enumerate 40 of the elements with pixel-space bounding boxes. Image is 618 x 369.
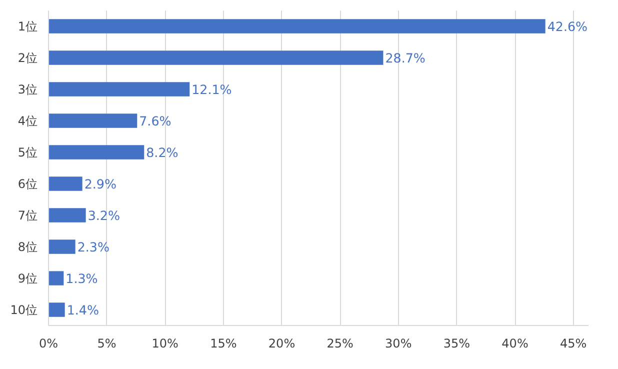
y-tick-label: 10位 [10,302,38,317]
data-label: 2.3% [77,239,110,254]
y-tick-label: 4位 [18,114,38,128]
bar [48,208,86,222]
bar [48,271,64,286]
x-tick-label: 20% [268,336,296,350]
y-tick-label: 3位 [18,82,38,96]
data-label: 7.6% [139,113,172,128]
bar [48,302,65,317]
x-tick-label: 5% [97,336,116,350]
bar [48,19,546,34]
y-tick-label: 6位 [18,176,38,191]
bar [48,82,190,96]
data-label: 1.4% [66,302,99,318]
y-tick-label: 9位 [18,271,38,286]
bar [48,145,144,160]
bar [48,176,82,191]
x-tick-label: 40% [502,336,528,350]
data-label: 42.6% [547,18,588,34]
y-tick-label: 8位 [18,240,38,254]
x-tick-label: 10% [152,336,178,350]
x-tick-label: 15% [210,336,237,350]
x-tick-label: 25% [326,336,354,350]
data-label: 28.7% [385,50,426,66]
data-label: 2.9% [84,176,116,192]
x-tick-label: 45% [560,336,587,350]
x-tick-label: 30% [385,336,412,350]
y-tick-label: 7位 [18,208,38,222]
bar [48,114,138,128]
data-label: 1.3% [66,270,98,286]
x-tick-label: 0% [38,336,58,350]
y-tick-label: 1位 [18,19,38,34]
bar [48,240,76,254]
y-tick-label: 5位 [18,145,38,160]
data-label: 8.2% [146,144,178,160]
x-tick-label: 35% [443,336,470,350]
data-label: 3.2% [88,208,120,223]
y-tick-label: 2位 [18,50,38,65]
bar [48,50,384,65]
data-label: 12.1% [192,82,232,97]
